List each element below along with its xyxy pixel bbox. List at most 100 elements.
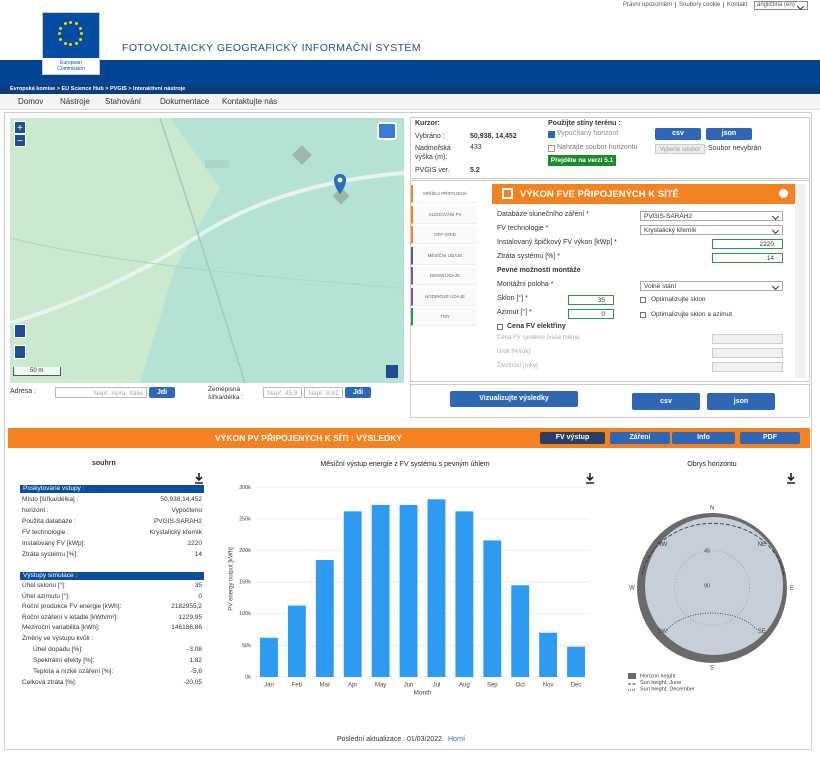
- x-tick-label: Jul: [433, 683, 441, 689]
- checkbox-label: Optimalizujte sklon: [651, 296, 706, 303]
- summary-value: 2182955,2: [171, 603, 202, 610]
- tab[interactable]: OFF-GRID: [411, 226, 477, 244]
- map-scale: 50 m: [13, 367, 61, 376]
- result-tab[interactable]: Info: [672, 432, 735, 444]
- field-label: FV technologie *: [497, 225, 549, 232]
- tab[interactable]: HODINOVÉ ÚDAJE: [411, 287, 477, 306]
- bar: [260, 637, 278, 677]
- json-button[interactable]: json: [707, 393, 775, 410]
- summary-value: -3,08: [187, 646, 202, 653]
- go-button[interactable]: Jdi: [345, 387, 371, 398]
- csv-button[interactable]: csv: [632, 393, 700, 410]
- breadcrumb: Evropská komise > EU Science Hub > PVGIS…: [10, 86, 186, 92]
- go-button[interactable]: Jdi: [149, 387, 175, 398]
- nav-item[interactable]: Domov: [18, 97, 44, 106]
- nav-item[interactable]: Dokumentace: [160, 97, 210, 106]
- top-link[interactable]: Soubory cookie: [675, 2, 723, 8]
- star: [63, 22, 67, 26]
- star: [58, 32, 61, 35]
- tab[interactable]: MĚSÍČNÍ ÚDAJE: [411, 246, 477, 265]
- checkbox[interactable]: [548, 145, 555, 152]
- direction-label: SW: [657, 629, 667, 635]
- summary-label: Meziroční variabilita [kWh]:: [22, 624, 100, 631]
- lon-input[interactable]: Např. 8,61: [304, 387, 343, 398]
- y-tick-label: 250k: [239, 516, 251, 522]
- top-link[interactable]: Kontakt: [723, 2, 750, 8]
- download-icon[interactable]: [786, 472, 796, 484]
- input[interactable]: 0: [568, 309, 614, 319]
- bar: [315, 560, 334, 677]
- star: [80, 32, 83, 35]
- bar: [399, 505, 418, 677]
- bar: [287, 605, 306, 677]
- summary-label: Roční produkce FV energie [kWh]:: [22, 603, 122, 610]
- zoom-in[interactable]: +: [14, 121, 26, 134]
- checkbox[interactable]: [548, 131, 555, 138]
- summary-label: Instalovaný FV [kWp]:: [22, 540, 86, 547]
- bar: [343, 511, 362, 677]
- json-button[interactable]: json: [706, 128, 752, 140]
- summary-value: -5,6: [190, 668, 202, 675]
- summary-value: 0: [198, 592, 202, 600]
- summary-value: 146186,86: [171, 624, 202, 631]
- version-button[interactable]: Přejděte na verzi 5.1: [548, 155, 616, 166]
- form-icon: [502, 188, 513, 199]
- header-band: [0, 60, 820, 85]
- nav-band: [0, 94, 820, 110]
- download-icon[interactable]: [194, 472, 204, 484]
- visualize-button[interactable]: Vizualizujte výsledky: [450, 391, 578, 407]
- input-disabled[interactable]: [712, 362, 783, 372]
- map[interactable]: [10, 118, 404, 383]
- input[interactable]: 2220: [712, 239, 783, 249]
- lat-input[interactable]: Např. 45,8: [263, 387, 302, 398]
- field-label: Pevné možnosti montáže: [497, 267, 581, 274]
- terrain-title: Použijte stíny terénu :: [548, 120, 621, 127]
- input-disabled[interactable]: [712, 348, 783, 358]
- direction-label: SE: [758, 629, 766, 635]
- zoom-out[interactable]: −: [14, 134, 26, 147]
- nav-item[interactable]: Stahování: [105, 97, 142, 106]
- bar: [539, 632, 558, 677]
- nav-item[interactable]: Nástroje: [60, 97, 90, 106]
- tab[interactable]: SLEDOVÁNÍ FV: [411, 205, 477, 224]
- select[interactable]: Volně stání: [640, 281, 783, 291]
- tab[interactable]: TMY: [411, 308, 477, 326]
- form-title-bar: [492, 184, 795, 204]
- scrollbar[interactable]: [795, 184, 806, 378]
- map-control-1[interactable]: [14, 324, 26, 338]
- checkbox[interactable]: [640, 312, 646, 318]
- x-tick-label: Sep: [487, 683, 498, 689]
- language-select[interactable]: angličtina (en): [754, 1, 808, 10]
- csv-button[interactable]: csv: [655, 128, 701, 140]
- tab[interactable]: MŘÍŽKA PŘIPOJENÁ: [411, 185, 477, 203]
- top-link[interactable]: Horní: [448, 736, 466, 743]
- map-control-2[interactable]: [14, 345, 26, 359]
- nav-item[interactable]: Kontaktujte nás: [222, 97, 278, 106]
- input[interactable]: 35: [568, 295, 614, 305]
- star: [69, 43, 72, 46]
- checkbox-label: Optimalizujte sklon a azimut: [651, 311, 732, 318]
- legend-label: Sun height, December: [640, 686, 695, 692]
- map-info-button[interactable]: [386, 365, 398, 378]
- summary-value: 35: [194, 582, 202, 589]
- top-link[interactable]: Právní upozornění: [623, 2, 673, 8]
- address-input[interactable]: Např. Ispra, Itálie: [55, 387, 147, 398]
- tab[interactable]: DENNÍ ÚDAJE: [411, 267, 477, 285]
- checkbox[interactable]: [497, 324, 503, 330]
- download-icon[interactable]: [585, 472, 595, 484]
- map-layers-button[interactable]: [377, 122, 397, 140]
- result-tab[interactable]: Záření: [610, 432, 670, 444]
- choose-file[interactable]: Vyberte soubor: [655, 144, 705, 154]
- checkbox[interactable]: [640, 297, 646, 303]
- input[interactable]: 14: [712, 253, 783, 263]
- legend-label: Sun height, June: [640, 680, 681, 686]
- select[interactable]: PVGIS-SARAH2: [640, 211, 783, 221]
- select[interactable]: Krystalický křemík: [640, 225, 783, 235]
- result-tab[interactable]: PDF: [740, 432, 800, 444]
- input-disabled[interactable]: [712, 334, 783, 344]
- summary-label: Úhel sklonu [°]:: [22, 582, 66, 589]
- breadcrumb-band: [0, 85, 820, 94]
- y-tick-label: 200k: [239, 548, 251, 554]
- result-tab[interactable]: FV výstup: [540, 432, 605, 444]
